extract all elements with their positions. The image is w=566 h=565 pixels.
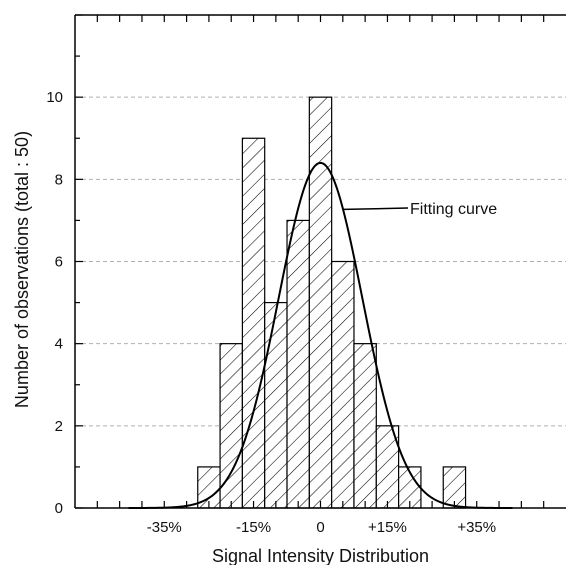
histogram-bar [353, 343, 377, 509]
histogram-bar [286, 219, 310, 509]
labels: Signal Intensity Distribution Number of … [12, 89, 497, 565]
x-tick-label: +35% [457, 519, 496, 536]
fitting-curve-annotation: Fitting curve [410, 201, 497, 218]
y-tick-label: 8 [55, 171, 63, 188]
y-tick-label: 4 [55, 336, 63, 353]
y-tick-label: 0 [55, 500, 63, 517]
histogram-bar [264, 301, 288, 509]
fit-curve-layer [128, 161, 513, 509]
y-tick-label: 6 [55, 254, 63, 271]
axes [74, 14, 566, 509]
y-tick-label: 10 [46, 89, 63, 106]
x-tick-label: 0 [316, 519, 324, 536]
y-tick-label: 2 [55, 418, 63, 435]
histogram-bars [197, 96, 467, 509]
histogram-bar [241, 137, 266, 509]
x-tick-label: -35% [147, 519, 182, 536]
histogram-bar [308, 96, 333, 509]
x-axis-title: Signal Intensity Distribution [212, 546, 429, 565]
annotation-leader-line [343, 207, 409, 211]
histogram-bar [331, 260, 355, 509]
y-axis-title: Number of observations (total : 50) [12, 131, 32, 408]
fit-curve [128, 161, 513, 509]
x-tick-label: -15% [236, 519, 271, 536]
x-tick-label: +15% [368, 519, 407, 536]
